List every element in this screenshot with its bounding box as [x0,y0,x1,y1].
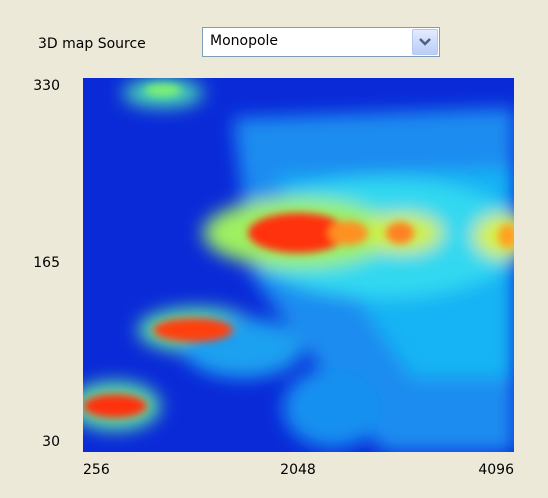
y-tick-label: 30 [42,434,60,450]
y-tick-label: 330 [33,78,60,94]
dropdown-value: Monopole [210,33,279,49]
heatmap [83,78,514,452]
x-tick-label: 2048 [280,462,316,478]
dropdown-arrow [419,38,431,46]
x-tick-label: 256 [83,462,110,478]
source-label: 3D map Source [38,36,146,52]
y-tick-label: 165 [33,255,60,271]
source-dropdown[interactable]: Monopole [202,27,440,57]
dropdown-button[interactable] [412,29,438,55]
x-tick-label: 4096 [478,462,514,478]
